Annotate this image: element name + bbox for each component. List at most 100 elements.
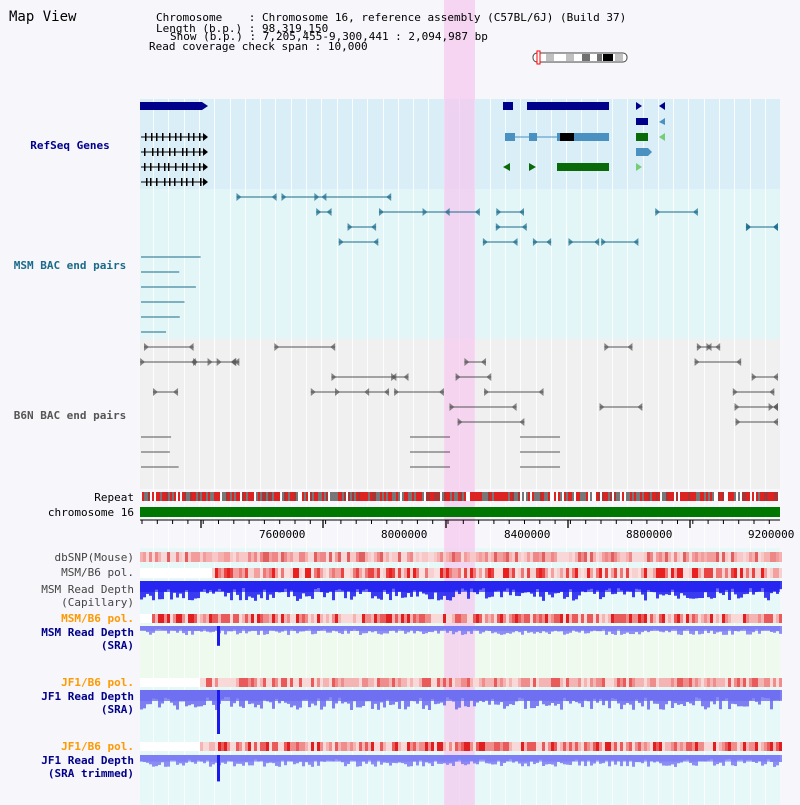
msm-depth-capillary-bar: [383, 581, 386, 590]
repeat-segment: [572, 492, 574, 501]
dbsnp-cell: [287, 552, 290, 562]
msm-b6-pol-2-cell: [239, 614, 242, 623]
jf1-depth-trimmed-bar: [722, 755, 725, 766]
jf1-b6-pol-2-cell: [533, 742, 536, 751]
jf1-b6-pol-2-cell: [617, 742, 620, 751]
msm-depth-sra-bar: [668, 626, 671, 633]
repeat-segment: [722, 492, 724, 501]
b6n-bac-pair-end: [455, 373, 461, 381]
dbsnp-cell: [776, 552, 779, 562]
jf1-b6-pol-2-cell: [440, 742, 443, 751]
repeat-segment: [170, 492, 172, 501]
msm-depth-sra-bar: [770, 626, 773, 633]
jf1-b6-pol-cell: [359, 678, 362, 687]
repeat-segment: [196, 492, 198, 501]
msm-depth-capillary-bar: [515, 581, 518, 596]
jf1-depth-sra-bar: [305, 690, 308, 700]
msm-b6-pol-cell: [596, 568, 599, 578]
jf1-b6-pol-2-cell: [368, 742, 371, 751]
jf1-depth-trimmed-bar: [152, 755, 155, 767]
msm-depth-capillary-bar: [335, 581, 338, 591]
msm-b6-pol-2-cell: [623, 614, 626, 623]
dbsnp-cell: [341, 552, 344, 562]
repeat-segment: [498, 492, 500, 501]
jf1-depth-trimmed-bar: [305, 755, 308, 763]
msm-b6-pol-2-cell: [557, 614, 560, 623]
jf1-b6-pol-2-cell: [143, 742, 146, 751]
msm-depth-sra-bar: [236, 626, 239, 635]
jf1-depth-trimmed-bar: [542, 755, 545, 766]
dbsnp-cell: [398, 552, 401, 562]
msm-b6-pol-2-cell: [572, 614, 575, 623]
repeat-segment: [772, 492, 774, 501]
jf1-b6-pol-2-cell: [530, 742, 533, 751]
jf1-depth-trimmed-bar: [455, 755, 458, 762]
msm-depth-sra-bar: [470, 626, 473, 634]
msm-b6-pol-2-cell: [767, 614, 770, 623]
dbsnp-cell: [506, 552, 509, 562]
selected-region-highlight[interactable]: [444, 0, 475, 805]
msm-bac-pair-end: [512, 238, 518, 246]
repeat-segment: [256, 492, 258, 501]
msm-b6-pol-2-cell: [344, 614, 347, 623]
jf1-depth-sra-bar: [602, 690, 605, 706]
msm-b6-pol-2-cell: [425, 614, 428, 623]
jf1-depth-sra-bar: [659, 690, 662, 710]
jf1-b6-pol-2-cell: [677, 742, 680, 751]
msm-depth-capillary-bar: [551, 581, 554, 598]
msm-b6-pol-2-cell: [293, 614, 296, 623]
msm-b6-pol-2-cell: [275, 614, 278, 623]
msm-depth-capillary-bar: [359, 581, 362, 594]
dbsnp-cell: [527, 552, 530, 562]
jf1-depth-trimmed-bar: [671, 755, 674, 765]
refseq-gene-arrow: [659, 118, 665, 125]
repeat-segment: [166, 492, 168, 501]
jf1-depth-trimmed-bar: [233, 755, 236, 767]
jf1-depth-sra-bar: [359, 690, 362, 708]
jf1-depth-trimmed-bar: [197, 755, 200, 761]
repeat-segment: [142, 492, 144, 501]
msm-b6-pol-cell: [446, 568, 449, 578]
jf1-b6-pol-cell: [602, 678, 605, 687]
msm-depth-capillary-bar: [239, 581, 242, 601]
jf1-depth-sra-bar: [293, 690, 296, 706]
dbsnp-cell: [353, 552, 356, 562]
jf1-b6-pol-cell: [668, 678, 671, 687]
jf1-b6-pol-cell: [296, 678, 299, 687]
jf1-b6-pol-2-cell: [407, 742, 410, 751]
msm-b6-pol-cell: [593, 568, 596, 578]
jf1-b6-pol-2-cell: [188, 742, 191, 751]
repeat-segment: [444, 492, 446, 501]
msm-b6-pol-cell: [743, 568, 746, 578]
jf1-depth-trimmed-bar: [764, 755, 767, 765]
repeat-segment: [480, 492, 482, 501]
refseq-exon: [146, 178, 148, 186]
msm-depth-capillary-bar: [281, 581, 284, 593]
msm-b6-pol-2-cell: [200, 614, 203, 623]
msm-depth-sra-bar: [254, 626, 257, 631]
msm-depth-capillary-bar: [674, 581, 677, 596]
msm-bac-label: MSM BAC end pairs: [13, 259, 127, 272]
jf1-b6-pol-cell: [224, 678, 227, 687]
msm-b6-pol-2-cell: [722, 614, 725, 623]
jf1-b6-pol-cell: [389, 678, 392, 687]
jf1-b6-pol-cell: [527, 678, 530, 687]
jf1-depth-sra-bar: [290, 690, 293, 708]
jf1-b6-pol-cell: [338, 678, 341, 687]
jf1-b6-pol-2-cell: [611, 742, 614, 751]
jf1-depth-trimmed-bar: [491, 755, 494, 765]
repeat-segment: [602, 492, 604, 501]
msm-depth-sra-bar: [149, 626, 152, 635]
msm-b6-pol-2-cell: [407, 614, 410, 623]
jf1-depth-trimmed-bar: [443, 755, 446, 764]
msm-b6-pol-cell: [650, 568, 653, 578]
jf1-b6-pol-cell: [191, 678, 194, 687]
jf1-depth-sra-bar: [374, 690, 377, 704]
msm-depth-sra-bar: [503, 626, 506, 635]
jf1-b6-pol-2-cell: [272, 742, 275, 751]
jf1-b6-pol-2-cell: [278, 742, 281, 751]
jf1-depth-trimmed-bar: [551, 755, 554, 765]
msm-depth-sra-bar: [383, 626, 386, 634]
